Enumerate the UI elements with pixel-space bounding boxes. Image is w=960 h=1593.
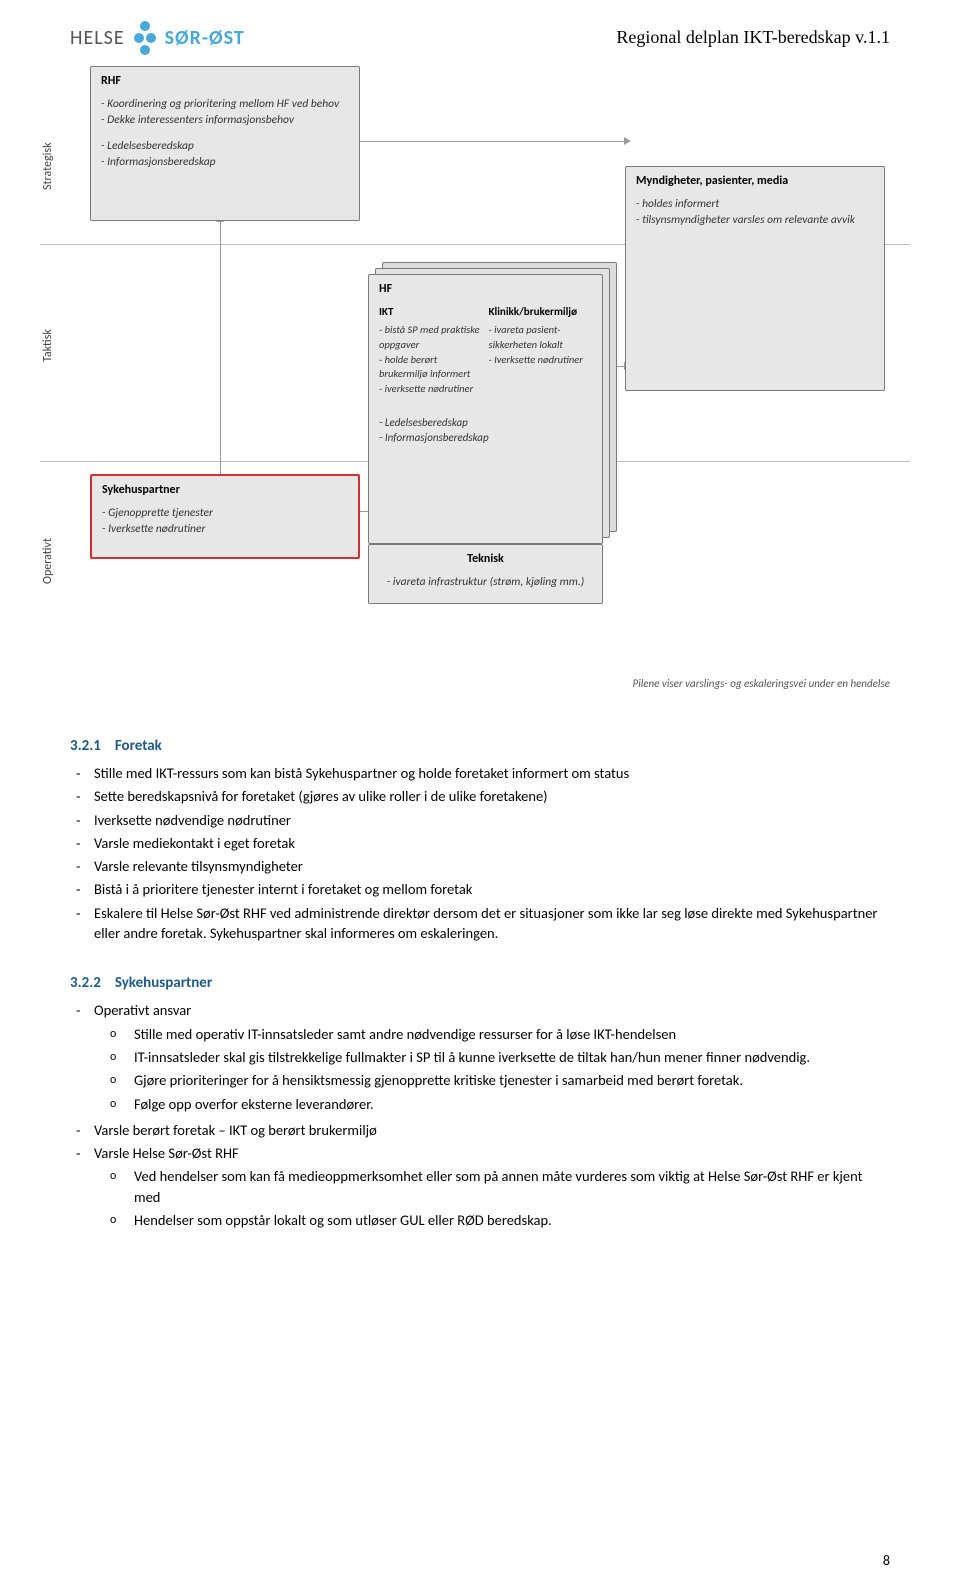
section-321-list: Stille med IKT-ressurs som kan bistå Syk… <box>70 763 890 943</box>
logo-text-right: SØR-ØST <box>165 24 245 52</box>
box-mynd-line: - holdes informert <box>636 196 874 212</box>
box-sp-title: Sykehuspartner <box>102 482 348 499</box>
box-sp-line: - Gjenopprette tjenester <box>102 505 348 521</box>
sub-list-item: Stille med operativ IT-innsatsleder samt… <box>134 1024 890 1044</box>
page-number: 8 <box>883 1551 890 1571</box>
list-item: Varsle relevante tilsynsmyndigheter <box>94 856 890 876</box>
list-item: Varsle Helse Sør-Øst RHF Ved hendelser s… <box>94 1143 890 1230</box>
hf-bottom-line: - Informasjonsberedskap <box>379 430 592 445</box>
box-teknisk-title: Teknisk <box>379 551 592 568</box>
box-rhf-title: RHF <box>101 73 349 90</box>
box-rhf-line: - Koordinering og prioritering mellom HF… <box>101 96 349 112</box>
hf-bottom-line: - Ledelsesberedskap <box>379 415 592 430</box>
list-item: Varsle mediekontakt i eget foretak <box>94 833 890 853</box>
list-item: Eskalere til Helse Sør-Øst RHF ved admin… <box>94 903 890 944</box>
page-header: HELSE SØR-ØST Regional delplan IKT-bered… <box>70 20 890 56</box>
section-num: 3.2.1 <box>70 737 101 755</box>
row-label-strategisk: Strategisk <box>40 96 57 236</box>
box-teknisk: Teknisk - ivareta infrastruktur (strøm, … <box>368 544 603 604</box>
list-item: Operativt ansvar Stille med operativ IT-… <box>94 1000 890 1113</box>
box-sp-line: - Iverksette nødrutiner <box>102 521 348 537</box>
hf-klinikk-title: Klinikk/brukermiljø <box>489 304 593 319</box>
list-item: Stille med IKT-ressurs som kan bistå Syk… <box>94 763 890 783</box>
sub-list-item: Gjøre prioriteringer for å hensiktsmessi… <box>134 1070 890 1090</box>
diagram-caption: Pilene viser varslings- og eskaleringsve… <box>633 676 890 691</box>
section-title: Foretak <box>115 737 162 755</box>
box-sykehuspartner: Sykehuspartner - Gjenopprette tjenester … <box>90 474 360 559</box>
list-item: Varsle berørt foretak – IKT og berørt br… <box>94 1120 890 1140</box>
hf-klinikk-line: - Iverksette nødrutiner <box>489 353 593 368</box>
section-heading-322: 3.2.2 Sykehuspartner <box>70 973 890 994</box>
box-hf-title: HF <box>379 281 592 298</box>
list-item-text: Varsle Helse Sør-Øst RHF <box>94 1144 239 1162</box>
box-teknisk-line: - ivareta infrastruktur (strøm, kjøling … <box>379 574 592 590</box>
section-322-list: Operativt ansvar Stille med operativ IT-… <box>70 1000 890 1230</box>
org-diagram: Strategisk Taktisk Operativt RHF - Koord… <box>70 66 890 706</box>
box-hf: HF IKT - bistå SP med praktiske oppgaver… <box>368 274 603 544</box>
hf-ikt-line: - iverksette nødrutiner <box>379 382 483 397</box>
list-item-text: Operativt ansvar <box>94 1001 191 1019</box>
box-rhf-line: - Ledelsesberedskap <box>101 138 349 154</box>
sub-list-item: IT-innsatsleder skal gis tilstrekkelige … <box>134 1047 890 1067</box>
hf-klinikk-line: - ivareta pasient-sikkerheten lokalt <box>489 323 593 352</box>
hf-ikt-title: IKT <box>379 304 483 319</box>
logo: HELSE SØR-ØST <box>70 20 245 56</box>
box-mynd-line: - tilsynsmyndigheter varsles om relevant… <box>636 212 874 228</box>
row-label-taktisk: Taktisk <box>40 276 57 416</box>
section-title: Sykehuspartner <box>115 974 212 992</box>
box-mynd-title: Myndigheter, pasienter, media <box>636 173 874 190</box>
sub-list-item: Ved hendelser som kan få medieoppmerksom… <box>134 1166 890 1207</box>
logo-dots-icon <box>133 20 157 56</box>
box-rhf-line: - Informasjonsberedskap <box>101 154 349 170</box>
sub-list-item: Hendelser som oppstår lokalt og som utlø… <box>134 1210 890 1230</box>
list-item: Bistå i å prioritere tjenester internt i… <box>94 879 890 899</box>
box-rhf-line: - Dekke interessenters informasjonsbehov <box>101 112 349 128</box>
sub-list-item: Følge opp overfor eksterne leverandører. <box>134 1094 890 1114</box>
box-rhf: RHF - Koordinering og prioritering mello… <box>90 66 360 221</box>
document-title: Regional delplan IKT-beredskap v.1.1 <box>616 25 890 50</box>
row-label-operativt: Operativt <box>40 486 57 636</box>
list-item: Iverksette nødvendige nødrutiner <box>94 810 890 830</box>
section-num: 3.2.2 <box>70 974 101 992</box>
hf-ikt-line: - bistå SP med praktiske oppgaver <box>379 323 483 352</box>
section-heading-321: 3.2.1 Foretak <box>70 736 890 757</box>
list-item: Sette beredskapsnivå for foretaket (gjør… <box>94 786 890 806</box>
logo-text-left: HELSE <box>70 24 125 52</box>
hf-ikt-line: - holde berørt brukermiljø informert <box>379 353 483 382</box>
box-myndigheter: Myndigheter, pasienter, media - holdes i… <box>625 166 885 391</box>
